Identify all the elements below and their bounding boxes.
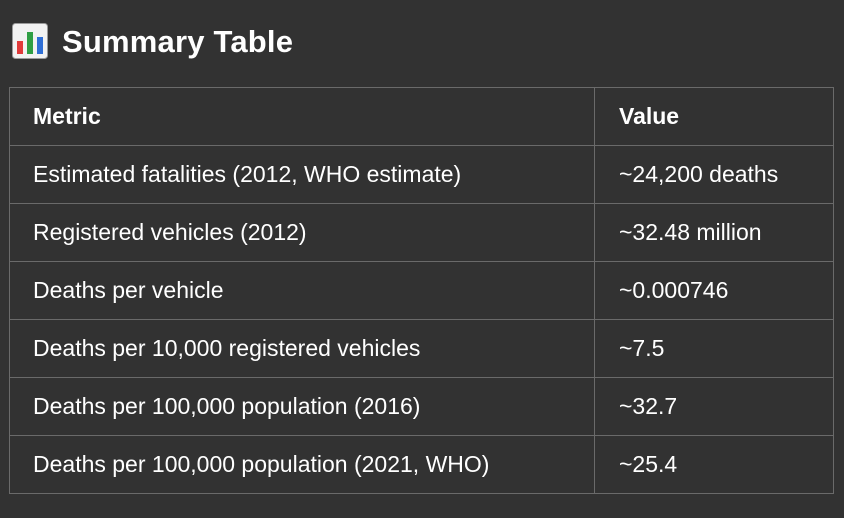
table-row: Deaths per 100,000 population (2016) ~32… <box>9 377 834 436</box>
table-row: Estimated fatalities (2012, WHO estimate… <box>9 145 834 204</box>
page-title: Summary Table <box>62 23 294 59</box>
metric-cell: Deaths per 100,000 population (2021, WHO… <box>9 435 595 494</box>
metric-cell: Deaths per 10,000 registered vehicles <box>9 319 595 378</box>
metric-cell: Deaths per vehicle <box>9 261 595 320</box>
table-row: Deaths per vehicle ~0.000746 <box>9 261 834 320</box>
metric-cell: Registered vehicles (2012) <box>9 203 595 262</box>
summary-table: Metric Value Estimated fatalities (2012,… <box>9 87 834 494</box>
value-cell: ~25.4 <box>594 435 834 494</box>
column-header-value: Value <box>594 87 834 146</box>
bar-chart-icon <box>12 23 48 59</box>
value-cell: ~0.000746 <box>594 261 834 320</box>
value-cell: ~24,200 deaths <box>594 145 834 204</box>
table-row: Deaths per 10,000 registered vehicles ~7… <box>9 319 834 378</box>
table-header-row: Metric Value <box>9 87 834 146</box>
table-row: Registered vehicles (2012) ~32.48 millio… <box>9 203 834 262</box>
value-cell: ~32.48 million <box>594 203 834 262</box>
table-row: Deaths per 100,000 population (2021, WHO… <box>9 435 834 494</box>
column-header-metric: Metric <box>9 87 595 146</box>
metric-cell: Deaths per 100,000 population (2016) <box>9 377 595 436</box>
section-heading: Summary Table <box>12 20 293 62</box>
value-cell: ~32.7 <box>594 377 834 436</box>
value-cell: ~7.5 <box>594 319 834 378</box>
metric-cell: Estimated fatalities (2012, WHO estimate… <box>9 145 595 204</box>
